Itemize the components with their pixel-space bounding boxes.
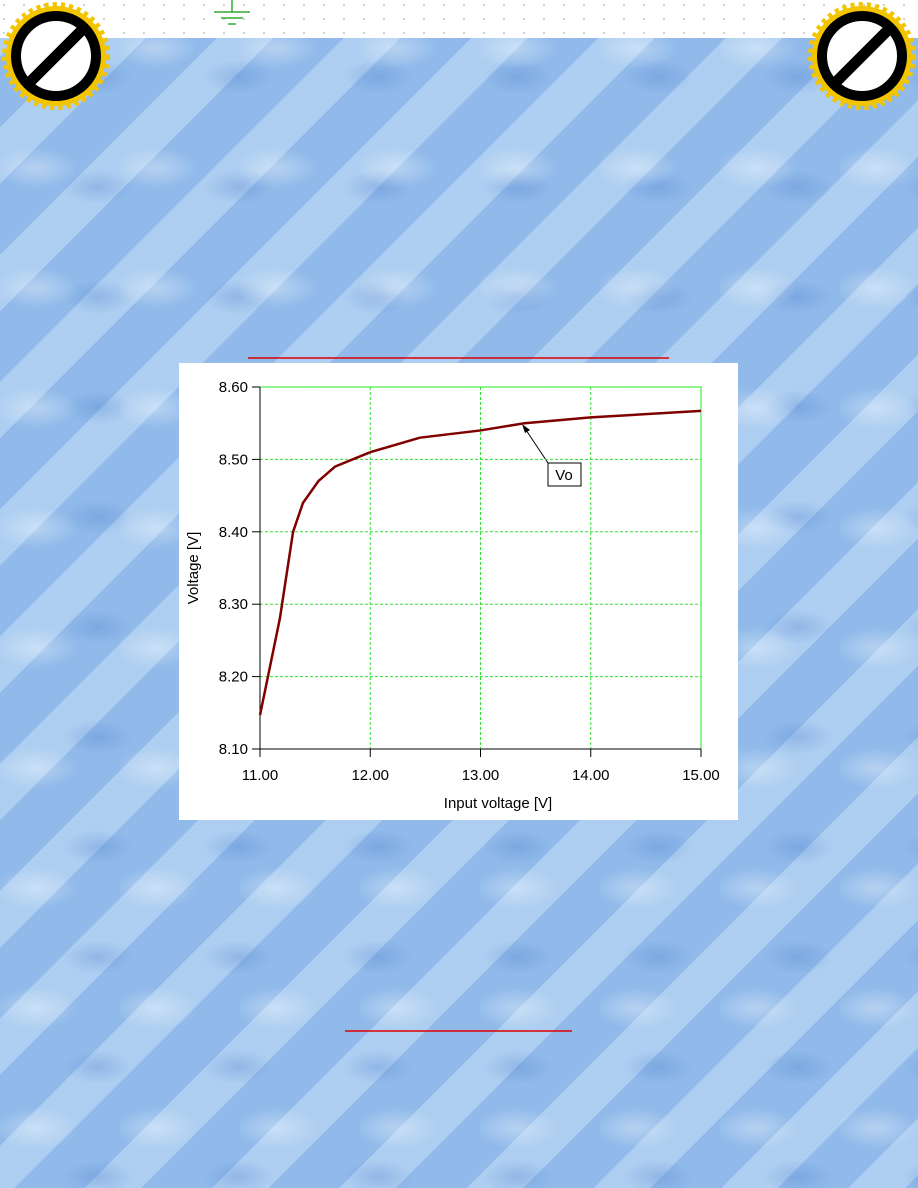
y-tick-label: 8.20 <box>219 669 248 686</box>
y-tick-label: 8.60 <box>219 379 248 396</box>
x-tick-label: 14.00 <box>572 767 610 784</box>
data-line <box>258 409 702 716</box>
y-tick-label: 8.40 <box>219 524 248 541</box>
y-tick-label: 8.50 <box>219 451 248 468</box>
y-axis-label: Voltage [V] <box>185 532 202 605</box>
x-tick-label: 11.00 <box>242 767 278 784</box>
no-icon <box>808 2 916 110</box>
annotation-box <box>547 462 582 487</box>
no-icon <box>2 2 110 110</box>
annotation-arrow <box>523 426 549 464</box>
x-axis-label: Input voltage [V] <box>444 795 552 812</box>
x-tick-label: 13.00 <box>462 767 500 784</box>
y-tick-label: 8.10 <box>219 741 248 758</box>
annotation: Vo <box>555 467 573 484</box>
dot-grid <box>0 0 918 38</box>
y-tick-label: 8.30 <box>219 596 248 613</box>
ground-symbol <box>214 0 250 25</box>
x-tick-label: 15.00 <box>682 767 720 784</box>
chart-panel <box>179 363 738 820</box>
arrow-head <box>522 424 530 433</box>
x-tick-label: 12.00 <box>351 767 389 784</box>
